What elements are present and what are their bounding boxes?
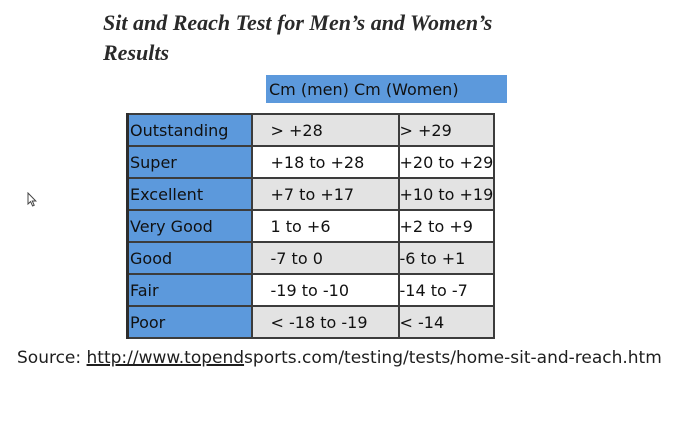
column-header: Cm (men) Cm (Women) xyxy=(266,75,507,103)
men-value-cell: < -18 to -19 xyxy=(250,305,400,339)
women-value-cell: -14 to -7 xyxy=(397,273,496,307)
men-value-cell: -19 to -10 xyxy=(250,273,400,307)
category-cell: Super xyxy=(126,145,253,179)
table-row: Super +18 to +28 +20 to +29 xyxy=(126,145,496,179)
men-value-cell: +7 to +17 xyxy=(250,177,400,211)
category-cell: Outstanding xyxy=(126,113,253,147)
source-line: Source: http://www.topendsports.com/test… xyxy=(17,346,662,370)
table-row: Poor < -18 to -19 < -14 xyxy=(126,305,496,339)
men-value-cell: -7 to 0 xyxy=(250,241,400,275)
women-value-cell: +10 to +19 xyxy=(397,177,496,211)
table-row: Very Good 1 to +6 +2 to +9 xyxy=(126,209,496,243)
women-value-cell: < -14 xyxy=(397,305,496,339)
women-value-cell: -6 to +1 xyxy=(397,241,496,275)
source-label: Source: xyxy=(17,348,82,368)
men-value-cell: +18 to +28 xyxy=(250,145,400,179)
category-cell: Excellent xyxy=(126,177,253,211)
table-row: Outstanding > +28 > +29 xyxy=(126,113,496,147)
table-row: Fair -19 to -10 -14 to -7 xyxy=(126,273,496,307)
results-table: Outstanding > +28 > +29 Super +18 to +28 +20 … xyxy=(126,113,496,339)
mouse-pointer-icon xyxy=(27,192,37,207)
category-cell: Fair xyxy=(126,273,253,307)
page-title: Sit and Reach Test for Men’s and Women’s… xyxy=(103,10,493,65)
women-value-cell: +2 to +9 xyxy=(397,209,496,243)
table-row: Good -7 to 0 -6 to +1 xyxy=(126,241,496,275)
category-cell: Good xyxy=(126,241,253,275)
category-cell: Poor xyxy=(126,305,253,339)
category-cell: Very Good xyxy=(126,209,253,243)
men-value-cell: 1 to +6 xyxy=(250,209,400,243)
women-value-cell: > +29 xyxy=(397,113,496,147)
men-value-cell: > +28 xyxy=(250,113,400,147)
source-link[interactable]: http://www.topend xyxy=(86,348,245,368)
women-value-cell: +20 to +29 xyxy=(397,145,496,179)
source-url-rest: sports.com/testing/tests/home-sit-and-re… xyxy=(244,348,662,368)
table-row: Excellent +7 to +17 +10 to +19 xyxy=(126,177,496,211)
